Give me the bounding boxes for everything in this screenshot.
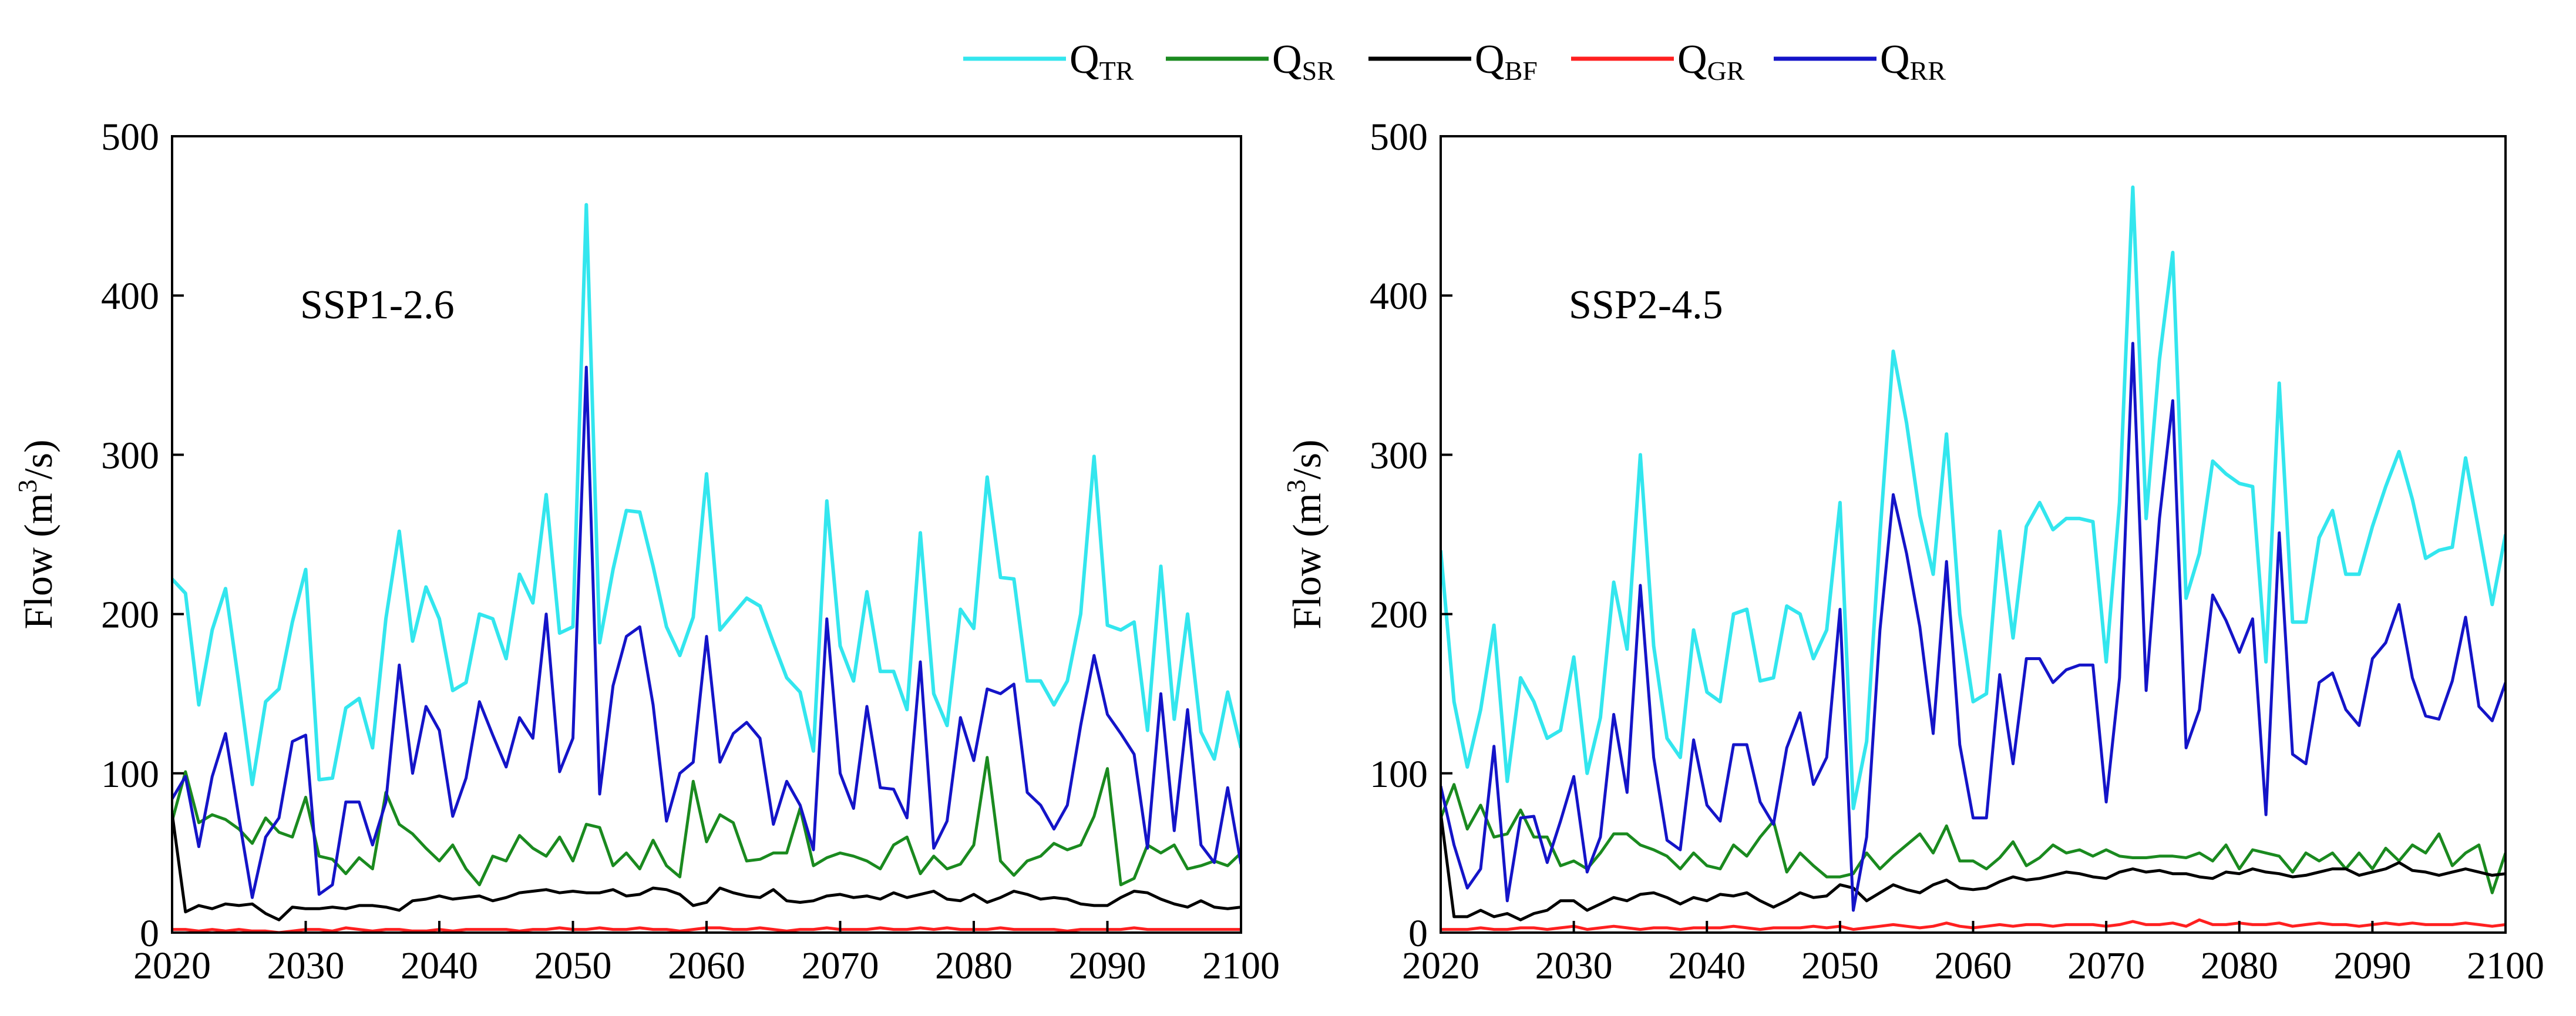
legend-item-q-bf: QBF — [1368, 37, 1538, 86]
y-tick-label: 200 — [1370, 594, 1428, 637]
series-line-qtr — [172, 203, 1241, 786]
series-line-qsr — [172, 756, 1241, 887]
y-tick-label: 500 — [101, 116, 159, 159]
x-tick-label: 2100 — [2467, 944, 2544, 987]
legend-item-q-rr: QRR — [1774, 37, 1946, 86]
series-line-qbf — [1441, 813, 2506, 921]
legend-label: QGR — [1677, 37, 1745, 86]
y-tick-label: 100 — [101, 753, 159, 796]
legend-item-q-gr: QGR — [1571, 37, 1745, 86]
scenario-annotation-ssp1-2-6: SSP1-2.6 — [300, 282, 455, 328]
y-tick-label: 300 — [101, 434, 159, 477]
x-tick-label: 2100 — [1202, 944, 1280, 987]
x-tick-label: 2090 — [2333, 944, 2411, 987]
y-tick-label: 100 — [1370, 753, 1428, 796]
legend-label: QRR — [1880, 37, 1946, 86]
scenario-annotation-ssp2-4-5: SSP2-4.5 — [1569, 282, 1723, 328]
series-line-qrr — [1441, 342, 2506, 912]
x-tick-label: 2050 — [534, 944, 612, 987]
legend-item-q-tr: QTR — [963, 37, 1134, 86]
y-tick-label: 200 — [101, 594, 159, 637]
y-tick-label: 0 — [1408, 912, 1428, 955]
x-tick-label: 2020 — [133, 944, 211, 987]
x-tick-label: 2070 — [802, 944, 879, 987]
x-tick-label: 2030 — [267, 944, 345, 987]
x-tick-label: 2040 — [401, 944, 478, 987]
x-tick-label: 2060 — [1935, 944, 2012, 987]
chart-panel-ssp1-2-6: 2020 2030 2040 2050 2060 2070 2080 2090 2100 0 100… — [12, 116, 1280, 987]
chart-panel-ssp2-4-5: 2020 2030 2040 2050 2060 2070 2080 2090 2100 0 100… — [1281, 116, 2544, 987]
x-tick-label: 2060 — [668, 944, 745, 987]
legend: QTR QSR QBF QGR QRR — [963, 37, 1946, 86]
y-tick-label: 300 — [1370, 434, 1428, 477]
legend-label: QTR — [1070, 37, 1134, 86]
series-line-qbf — [172, 813, 1241, 921]
y-tick-label: 400 — [101, 275, 159, 318]
legend-label: QSR — [1272, 37, 1335, 86]
x-tick-label: 2080 — [935, 944, 1013, 987]
x-tick-label: 2020 — [1402, 944, 1479, 987]
x-tick-label: 2070 — [2067, 944, 2145, 987]
y-axis-label: Flow (m3/s) — [12, 439, 60, 629]
x-tick-label: 2040 — [1668, 944, 1746, 987]
y-axis-label: Flow (m3/s) — [1281, 439, 1329, 629]
series-lines — [172, 203, 1241, 933]
series-line-qrr — [172, 365, 1241, 899]
y-tick-label: 500 — [1370, 116, 1428, 159]
legend-label: QBF — [1475, 37, 1538, 86]
series-line-qtr — [1441, 185, 2506, 810]
y-tick-label: 0 — [140, 912, 159, 955]
x-tick-label: 2090 — [1069, 944, 1146, 987]
y-tick-label: 400 — [1370, 275, 1428, 318]
x-tick-label: 2050 — [1801, 944, 1879, 987]
x-tick-label: 2030 — [1535, 944, 1613, 987]
x-tick-label: 2080 — [2201, 944, 2278, 987]
legend-item-q-sr: QSR — [1166, 37, 1335, 86]
series-line-qsr — [1441, 783, 2506, 894]
